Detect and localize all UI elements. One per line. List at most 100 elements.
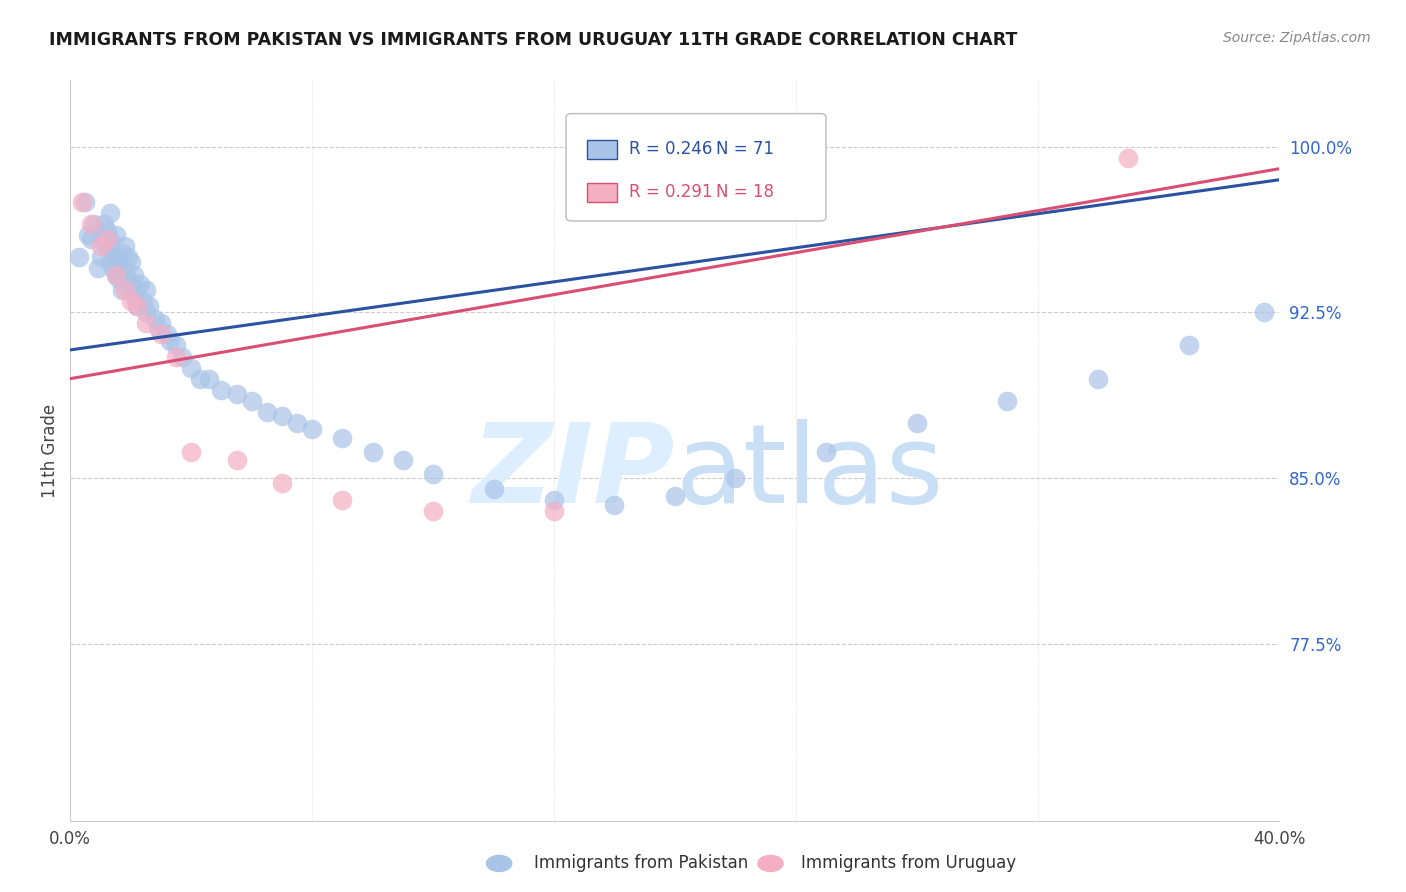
Point [120,294,142,309]
Point [995,393,1018,408]
Point [111,245,134,260]
Text: N = 18: N = 18 [716,183,773,202]
Point [90,250,111,264]
Point [543,504,565,518]
Point [198,371,221,385]
Point [285,416,308,430]
Text: Immigrants from Uruguay: Immigrants from Uruguay [801,855,1017,872]
Point [96,239,118,253]
Point [256,405,278,419]
Text: ZIP: ZIP [471,419,675,526]
Point [240,393,263,408]
Point [98,232,121,246]
FancyBboxPatch shape [586,140,617,159]
Text: R = 0.246: R = 0.246 [628,140,713,158]
Point [150,327,172,342]
Point [98,206,121,220]
Text: atlas: atlas [675,419,943,526]
Point [107,254,129,268]
Point [104,250,127,264]
Point [117,272,139,286]
Point [104,268,127,282]
Point [77,227,100,242]
Point [117,250,139,264]
Point [90,227,111,242]
Point [180,360,202,375]
Point [72,194,94,209]
Point [138,299,160,313]
Point [83,217,105,231]
Point [101,261,124,276]
Point [125,299,148,313]
Point [159,334,181,348]
Point [603,498,626,512]
Point [111,283,134,297]
Point [135,305,157,319]
Text: Source: ZipAtlas.com: Source: ZipAtlas.com [1223,31,1371,45]
Point [96,223,118,237]
Point [905,416,928,430]
Point [332,493,354,508]
Point [93,217,115,231]
Point [165,350,187,364]
Point [98,254,121,268]
Point [101,245,124,260]
Point [125,299,148,313]
Point [135,317,157,331]
Point [1116,151,1139,165]
Point [211,383,233,397]
Point [1178,338,1201,352]
Point [104,227,127,242]
Point [128,277,150,291]
Point [172,350,194,364]
Point [270,475,294,490]
Point [301,422,323,436]
Point [815,444,838,458]
Point [120,254,142,268]
Point [143,312,166,326]
Text: IMMIGRANTS FROM PAKISTAN VS IMMIGRANTS FROM URUGUAY 11TH GRADE CORRELATION CHART: IMMIGRANTS FROM PAKISTAN VS IMMIGRANTS F… [49,31,1018,49]
Point [75,194,97,209]
Point [482,482,505,496]
Point [114,239,136,253]
Point [165,338,187,352]
Point [122,290,145,304]
Point [150,317,172,331]
Point [93,232,115,246]
Point [114,283,136,297]
Text: Immigrants from Pakistan: Immigrants from Pakistan [534,855,748,872]
FancyBboxPatch shape [567,113,827,221]
Text: R = 0.291: R = 0.291 [628,183,713,202]
Point [543,493,565,508]
Point [86,261,108,276]
Point [107,272,129,286]
Text: N = 71: N = 71 [716,140,773,158]
Point [180,444,202,458]
Point [125,283,148,297]
Point [391,453,415,467]
Point [225,387,247,401]
Point [120,277,142,291]
Point [188,371,211,385]
Point [225,453,247,467]
Point [1253,305,1275,319]
Point [1087,371,1109,385]
Point [422,467,444,481]
Point [664,489,686,503]
Point [332,431,354,445]
Point [80,232,103,246]
Point [270,409,294,424]
Point [132,294,155,309]
Point [156,327,179,342]
Point [90,239,111,253]
Point [114,261,136,276]
Point [80,217,103,231]
Point [361,444,384,458]
Point [104,268,127,282]
Point [146,320,169,334]
Y-axis label: 11th Grade: 11th Grade [41,403,59,498]
Point [724,471,747,485]
FancyBboxPatch shape [586,183,617,202]
Point [422,504,444,518]
Point [122,268,145,282]
